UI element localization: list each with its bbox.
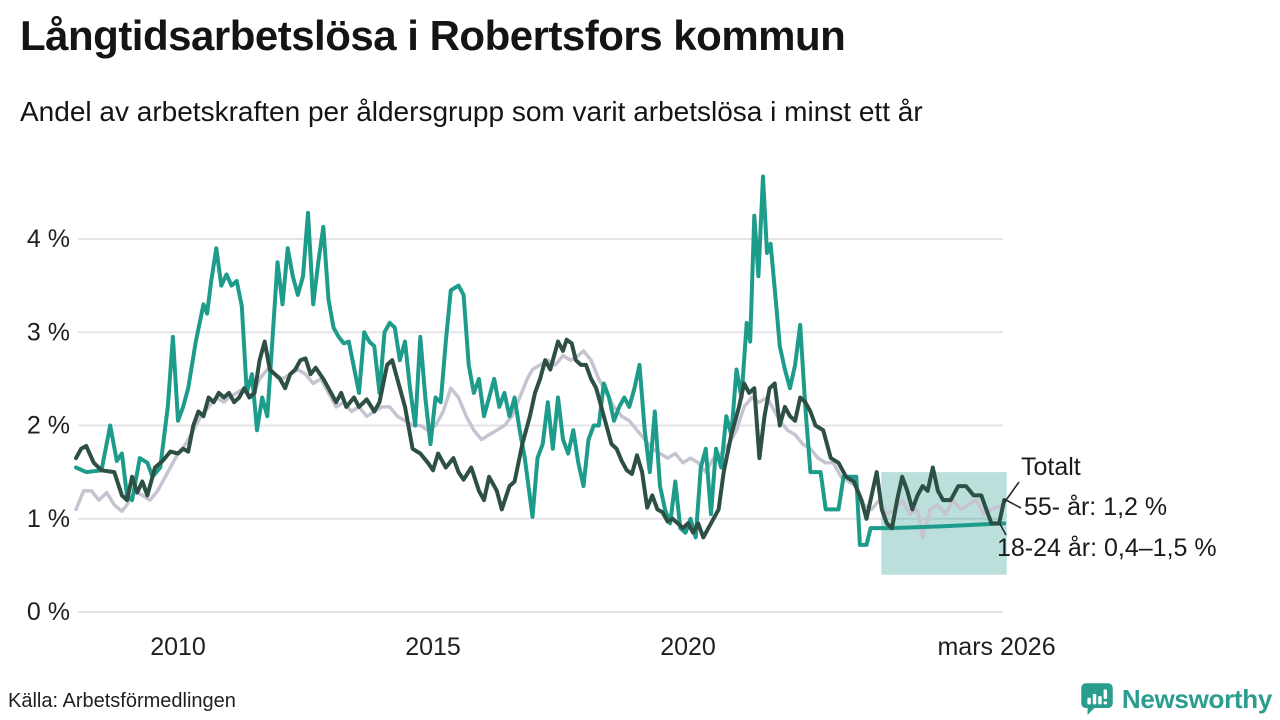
y-axis-tick-label: 0 % (27, 598, 70, 626)
annotation-label-55: 55- år: 1,2 % (1024, 493, 1167, 521)
x-axis-tick-label: 2010 (150, 633, 206, 661)
x-axis-tick-label: 2020 (660, 633, 716, 661)
annotation-label-18-24: 18-24 år: 0,4–1,5 % (997, 534, 1217, 562)
x-axis-tick-label: mars 2026 (937, 633, 1055, 661)
newsworthy-wordmark: Newsworthy (1121, 683, 1272, 714)
series-line-18-24 (74, 174, 1007, 547)
annotation-leader-18-24 (999, 523, 1007, 536)
newsworthy-icon (1081, 683, 1113, 716)
y-axis-tick-label: 4 % (27, 225, 70, 253)
annotation-label-totalt: Totalt (1021, 453, 1081, 481)
series-line-55 (74, 337, 1007, 540)
page-title: Långtidsarbetslösa i Robertsfors kommun (20, 12, 846, 59)
y-axis-tick-label: 2 % (27, 412, 70, 440)
source-note: Källa: Arbetsförmedlingen (8, 690, 236, 712)
annotation-leader-55 (1003, 498, 1022, 509)
x-axis-tick-label: 2015 (405, 633, 461, 661)
newsworthy-logo: Newsworthy (1079, 681, 1272, 717)
y-axis-tick-label: 3 % (27, 318, 70, 346)
y-axis-tick-label: 1 % (27, 505, 70, 533)
chart-subtitle: Andel av arbetskraften per åldersgrupp s… (20, 96, 923, 127)
